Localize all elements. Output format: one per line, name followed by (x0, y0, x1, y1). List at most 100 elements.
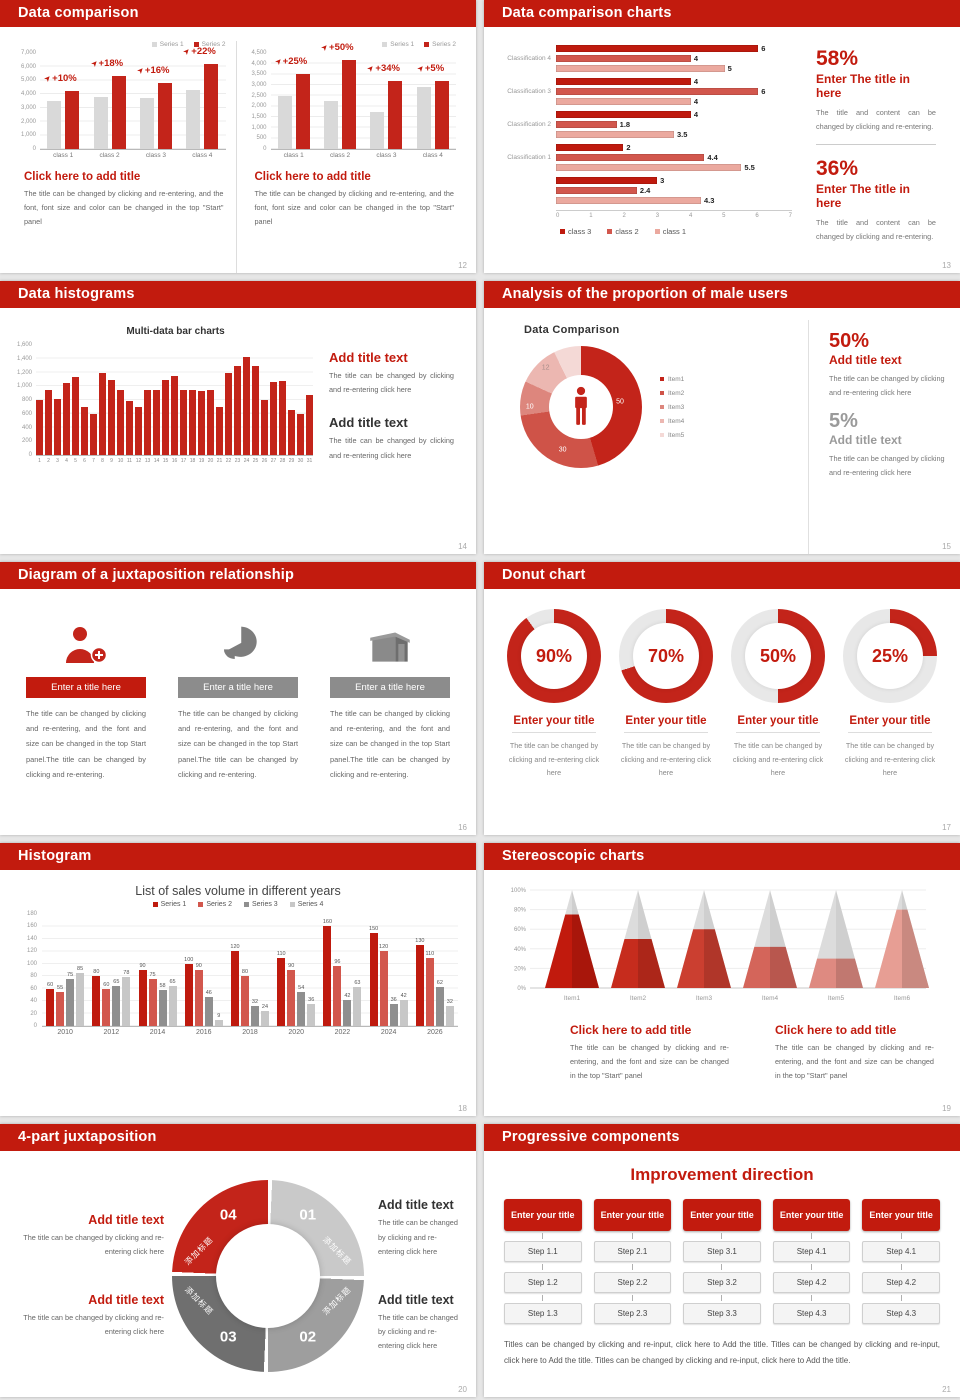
block-title: Click here to add title (570, 1023, 692, 1037)
bar-group: 130 110 62 32 (415, 938, 454, 1026)
step-box: Step 4.3 (772, 1303, 851, 1324)
legend-label: Item2 (668, 389, 685, 397)
stat-title: Add title text (829, 353, 902, 367)
legend-swatch (654, 229, 660, 234)
y-axis: 1,600 1,400 1,200 1,000 800 600 400 200 0 (8, 342, 36, 458)
bar-wrap: 75 (148, 972, 157, 1026)
svg-text:Item5: Item5 (828, 995, 845, 1002)
x-tick: 1 (589, 213, 593, 219)
growth-value: +16% (144, 65, 170, 77)
bar-row: 3.5 (556, 130, 698, 139)
y-axis: 180 160 140 120 100 80 60 40 20 0 (18, 911, 42, 1029)
block-body: The title can be changed by clicking and… (329, 436, 454, 460)
block-title: Click here to add title (775, 1023, 897, 1037)
y-tick: 1,200 (16, 369, 32, 376)
slide-13[interactable]: Data comparison charts Classification 4 6… (484, 0, 960, 273)
slice-label: 10 (525, 403, 534, 411)
text-block: Add title text The title can be changed … (329, 415, 454, 462)
slide-16[interactable]: Diagram of a juxtaposition relationship … (0, 562, 476, 835)
x-tick: 14 (153, 458, 160, 464)
slide-18[interactable]: Histogram List of sales volume in differ… (0, 843, 476, 1116)
bar-group: Classification 1 2 4.4 5.5 (492, 143, 792, 172)
bar-value: 130 (415, 938, 425, 945)
bar-wrap: 54 (297, 985, 306, 1026)
block-body: The title can be changed by clicking and… (378, 1218, 458, 1256)
x-tick: 2012 (103, 1029, 120, 1036)
slide-15[interactable]: Analysis of the proportion of male users… (484, 281, 960, 554)
bar-value: 4 (693, 77, 699, 86)
slide-title-bar: Data comparison (0, 0, 476, 27)
y-tick: 3,000 (251, 82, 267, 88)
y-tick: 4,000 (251, 60, 267, 67)
slide-19[interactable]: Stereoscopic charts 100% 80% 60% 40% 20% 0% It… (484, 843, 960, 1116)
bar (415, 945, 424, 1026)
bar (556, 65, 725, 72)
bar (556, 121, 617, 128)
bar-value: 100 (184, 956, 194, 963)
chart-legend: Series 1 Series 2 (247, 41, 456, 48)
y-tick: 7,000 (20, 50, 36, 56)
block-body: The title can be changed by clicking and… (254, 189, 455, 227)
divider (624, 732, 708, 733)
donut-body: The title can be changed by clicking and… (508, 741, 600, 778)
bar-value: 4 (693, 54, 699, 63)
block-body: The title can be changed by clicking and… (23, 1313, 164, 1337)
page-number: 14 (458, 542, 467, 551)
column-chart: Series 1 Series 2 4,500 4,000 3,500 3,000 2,50… (247, 41, 456, 159)
plot-column: ➤+10% ➤+18% ➤+16% ➤+22% class 1 class 2 class … (40, 46, 226, 159)
text-column-left: Add title text The title can be changed … (14, 1213, 164, 1340)
y-tick: 80 (30, 973, 37, 980)
bar-value: 2 (626, 143, 631, 152)
bar-value: 36 (390, 996, 397, 1003)
slide-14[interactable]: Data histograms Multi-data bar charts 1,… (0, 281, 476, 554)
bar-value: 160 (322, 919, 333, 926)
legend-swatch (382, 42, 388, 47)
legend-swatch (660, 377, 664, 381)
legend-item: Item4 (660, 418, 684, 425)
comparison-panel-left: Series 1 Series 2 7,000 6,000 5,000 4,000 3,00… (6, 41, 236, 273)
block-title: Add title text (88, 1293, 164, 1307)
slide-12[interactable]: Data comparison Series 1 Series 2 7,000 6,0… (0, 0, 476, 273)
svg-text:Item4: Item4 (762, 995, 779, 1002)
progress-ring: 25% (843, 609, 937, 703)
x-tick: class 2 (329, 152, 351, 159)
x-tick: 5 (74, 458, 77, 464)
x-tick: 2022 (334, 1029, 351, 1036)
slide-21[interactable]: Progressive components Improvement direc… (484, 1124, 960, 1397)
x-tick: 11 (126, 458, 133, 464)
progress-ring: 50% (731, 609, 825, 703)
bar-wrap: 24 (260, 1004, 269, 1026)
growth-label: ➤+5% (415, 63, 444, 74)
page-number: 17 (942, 823, 951, 832)
divider (736, 732, 820, 733)
y-tick: 800 (21, 397, 32, 403)
legend-item: Item3 (660, 404, 684, 411)
x-tick: 2020 (288, 1029, 304, 1036)
bar (556, 111, 691, 118)
x-axis: 0 1 2 3 4 5 6 7 (556, 210, 792, 219)
bar (81, 406, 88, 455)
x-axis: 1 2 3 4 5 6 7 8 9 10 11 12 13 14 15 16 17 18 19 20 21 22 23 24 2… (36, 458, 313, 464)
x-tick: class 1 (283, 152, 304, 159)
bar (556, 187, 637, 194)
bar-value: 110 (425, 950, 435, 957)
column-title: Enter a title here (26, 677, 146, 698)
slide-17[interactable]: Donut chart 90% Enter your title The title… (484, 562, 960, 835)
y-tick: 600 (21, 410, 32, 417)
plot-column: 60 55 75 85 80 60 65 78 90 75 58 65 100 90 46 9 120 80 32 2… (42, 914, 458, 1036)
bar-value: 150 (369, 925, 379, 932)
legend-swatch (193, 42, 199, 47)
bars: 4 6 4 (556, 77, 765, 106)
slide-20[interactable]: 4-part juxtaposition Add title text The … (0, 1124, 476, 1397)
legend-item: Series 2 (424, 41, 456, 48)
x-tick: 3 (56, 458, 59, 464)
bar-row: 5.5 (556, 163, 755, 172)
donut-body: The title can be changed by clicking and… (620, 741, 712, 778)
bar (556, 144, 624, 151)
chart-legend: Series 1 Series 2 Series 3 Series 4 (18, 901, 458, 908)
donut: 50 30 10 12 (520, 346, 642, 468)
bar (277, 957, 286, 1026)
slide-body: Multi-data bar charts 1,600 1,400 1,200 1,0… (0, 308, 476, 554)
slide-title: Histogram (18, 848, 92, 864)
x-axis: class 1 class 2 class 3 class 4 (40, 152, 226, 159)
